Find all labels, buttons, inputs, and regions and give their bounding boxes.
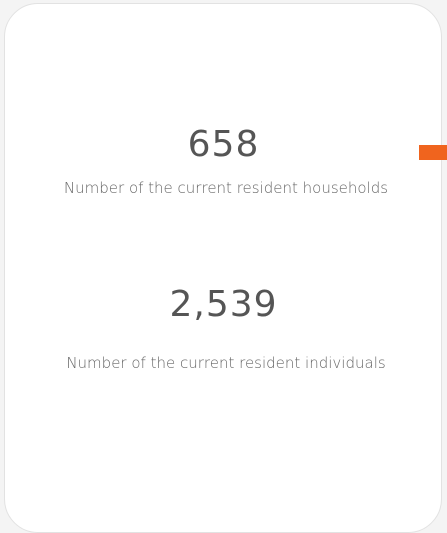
stat-value: 2,539 [169,284,278,325]
stat-card [4,3,442,533]
page: {"stats": [ {"value": "658", "label": "N… [4,3,447,533]
stat-label: Number of the current resident household… [63,179,389,197]
stat-label: Number of the current resident individua… [66,354,386,372]
side-tab[interactable] [419,145,447,160]
stat-value: 658 [187,124,260,165]
